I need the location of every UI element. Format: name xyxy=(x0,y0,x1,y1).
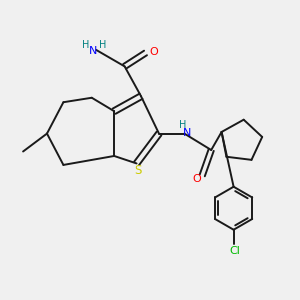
Text: O: O xyxy=(149,47,158,57)
Text: N: N xyxy=(89,46,98,56)
Text: O: O xyxy=(192,174,201,184)
Text: H: H xyxy=(99,40,106,50)
Text: Cl: Cl xyxy=(229,246,240,256)
Text: H: H xyxy=(82,40,89,50)
Text: N: N xyxy=(183,128,191,138)
Text: H: H xyxy=(179,120,187,130)
Text: S: S xyxy=(134,164,142,176)
